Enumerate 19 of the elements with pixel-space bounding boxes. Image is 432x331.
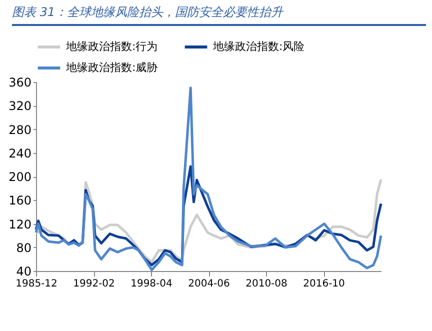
x-tick-label: 1985-12 — [16, 278, 58, 290]
y-tick-label: 80 — [16, 240, 32, 255]
y-tick-label: 320 — [8, 99, 32, 114]
chart-title: 图表 31：全球地缘风险抬头，国防安全必要性抬升 — [12, 4, 284, 21]
x-tick-label: 1992-02 — [73, 278, 115, 290]
x-tick-label: 2004-06 — [188, 278, 230, 290]
y-tick-label: 40 — [16, 264, 32, 278]
legend-label: 地缘政治指数:行为 — [65, 40, 158, 53]
legend-label: 地缘政治指数:风险 — [212, 40, 305, 53]
y-tick-label: 280 — [8, 122, 32, 137]
y-tick-label: 240 — [8, 146, 32, 160]
y-tick-label: 200 — [8, 170, 32, 184]
x-tick-label: 2016-10 — [303, 278, 345, 290]
x-tick-label: 2010-08 — [246, 278, 288, 290]
legend-label: 地缘政治指数:威胁 — [65, 61, 158, 74]
y-tick-label: 120 — [8, 217, 32, 232]
y-tick-label: 160 — [8, 194, 32, 208]
y-tick-label: 360 — [8, 76, 32, 90]
x-tick-label: 1998-04 — [130, 278, 172, 290]
